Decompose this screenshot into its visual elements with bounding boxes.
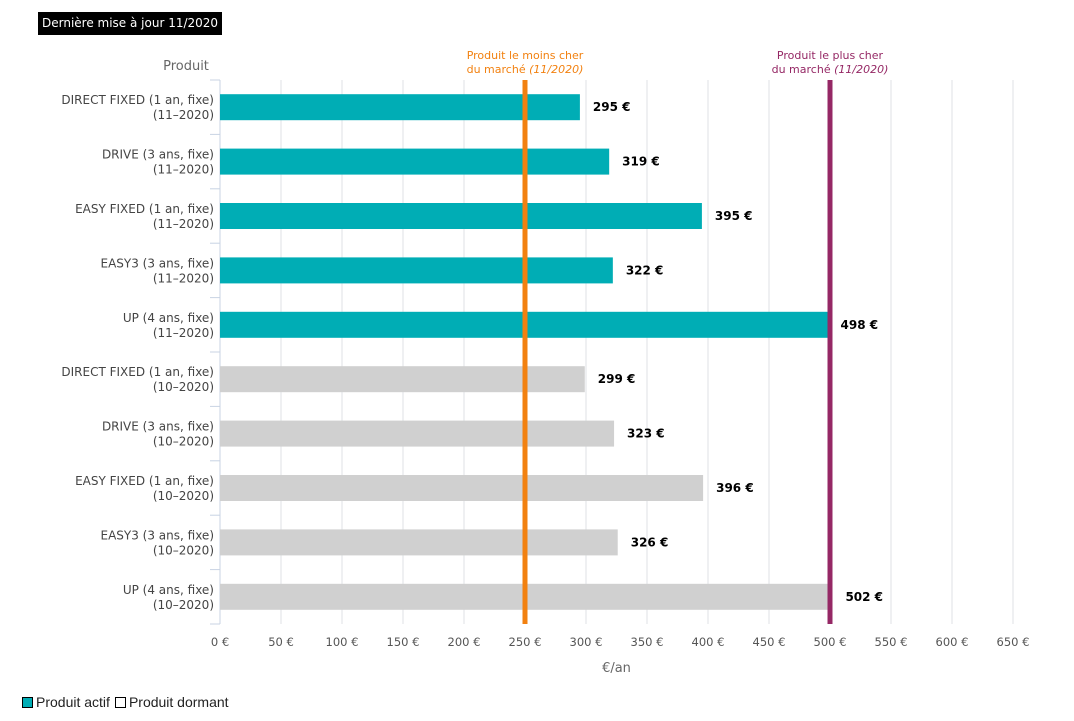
y-axis-title: Produit (163, 59, 209, 74)
y-tick-label: UP (4 ans, fixe) (10–2020) (123, 583, 214, 612)
legend-item-dormant[interactable]: Produit dormant (114, 694, 229, 710)
bar[interactable] (220, 366, 585, 393)
x-tick-label: 200 € (448, 635, 481, 649)
y-tick-label: UP (4 ans, fixe) (11–2020) (123, 311, 214, 340)
x-tick-label: 0 € (211, 635, 229, 649)
x-tick-label: 350 € (631, 635, 664, 649)
data-label: 295 € (593, 100, 631, 114)
x-tick-label: 550 € (875, 635, 908, 649)
labels: 0 € 50 € 100 € 150 € 200 € 250 € 300 € 350 € 400… (61, 49, 1029, 676)
bar[interactable] (220, 529, 618, 556)
data-label: 322 € (626, 263, 664, 277)
x-axis-title: €/an (602, 661, 631, 676)
x-tick-label: 500 € (814, 635, 847, 649)
bars (220, 94, 833, 610)
reference-line-sublabel: du marché (11/2020) (772, 63, 889, 76)
legend-item-active[interactable]: Produit actif (22, 694, 110, 710)
legend-swatch-dormant (114, 696, 126, 708)
y-tick-label: EASY FIXED (1 an, fixe) (10–2020) (75, 474, 214, 503)
bar[interactable] (220, 475, 704, 501)
x-tick-label: 250 € (509, 635, 542, 649)
data-label: 299 € (598, 372, 636, 386)
bar-chart: 0 € 50 € 100 € 150 € 200 € 250 € 300 € 350 € 400… (61, 49, 1029, 676)
bar[interactable] (220, 203, 702, 229)
y-tick-label: DIRECT FIXED (1 an, fixe) (11–2020) (61, 93, 214, 122)
legend-label-dormant: Produit dormant (128, 694, 229, 710)
data-label: 319 € (622, 155, 660, 169)
bar[interactable] (220, 257, 613, 284)
bar[interactable] (220, 148, 610, 175)
y-tick-label: DRIVE (3 ans, fixe) (11–2020) (102, 148, 214, 177)
legend-label-active: Produit actif (36, 694, 110, 710)
legend: Produit actif Produit dormant (22, 694, 234, 710)
data-label: 502 € (845, 590, 883, 604)
x-tick-label: 300 € (570, 635, 603, 649)
last-update-badge: Dernière mise à jour 11/2020 (38, 12, 223, 35)
y-tick-label: EASY FIXED (1 an, fixe) (11–2020) (75, 202, 214, 231)
legend-swatch-active (22, 696, 33, 708)
y-tick-label: EASY3 (3 ans, fixe) (10–2020) (100, 528, 214, 557)
data-label: 396 € (716, 481, 754, 495)
x-tick-label: 400 € (692, 635, 725, 649)
reference-line-sublabel: du marché (11/2020) (467, 63, 584, 76)
x-tick-label: 150 € (387, 635, 420, 649)
reference-lines (522, 80, 833, 624)
bar[interactable] (220, 94, 580, 121)
x-tick-label: 650 € (997, 635, 1030, 649)
x-tick-label: 50 € (268, 635, 294, 649)
data-label: 323 € (627, 427, 665, 441)
x-tick-label: 450 € (753, 635, 786, 649)
reference-line-label: Produit le moins cher (467, 49, 584, 62)
x-tick-label: 600 € (936, 635, 969, 649)
data-label: 395 € (715, 209, 753, 223)
x-tick-label: 100 € (326, 635, 359, 649)
reference-line-label: Produit le plus cher (777, 49, 884, 62)
y-tick-label: EASY3 (3 ans, fixe) (11–2020) (100, 256, 214, 285)
data-label: 326 € (631, 535, 669, 549)
y-tick-label: DIRECT FIXED (1 an, fixe) (10–2020) (61, 365, 214, 394)
bar[interactable] (220, 420, 615, 447)
y-tick-label: DRIVE (3 ans, fixe) (10–2020) (102, 420, 214, 449)
data-label: 498 € (841, 318, 879, 332)
